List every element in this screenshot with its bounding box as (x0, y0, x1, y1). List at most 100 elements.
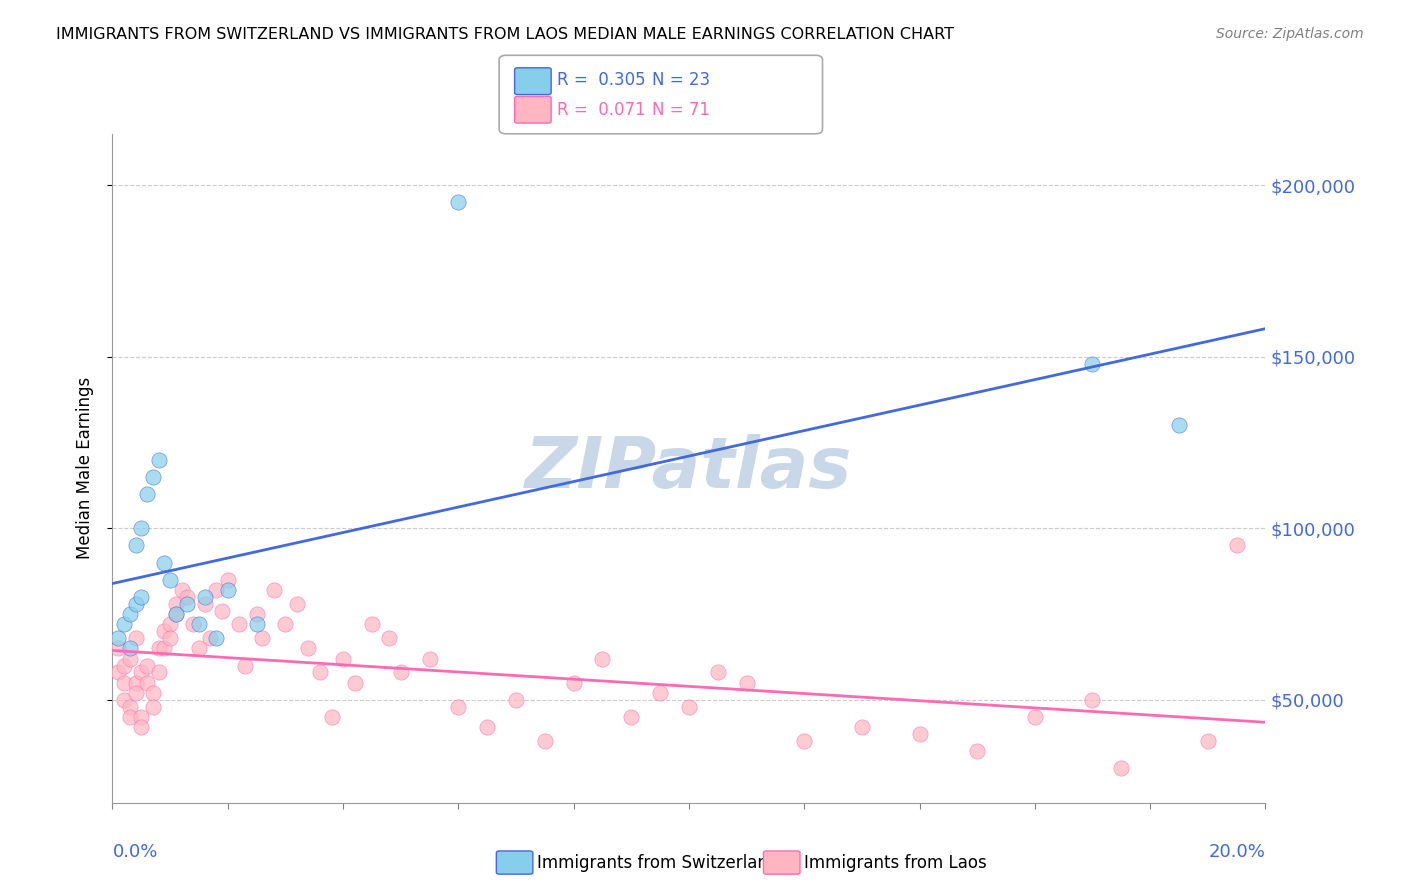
Point (148, 665, 170, 680)
Point (129, 710, 153, 724)
Point (129, 521, 153, 535)
Point (648, 686, 672, 700)
Point (159, 631, 181, 645)
Point (165, 607, 187, 621)
Point (205, 631, 228, 645)
Point (194, 590, 217, 604)
Point (112, 693, 135, 707)
Point (321, 710, 343, 724)
Point (245, 617, 267, 632)
Point (142, 686, 165, 700)
Point (124, 631, 146, 645)
Point (447, 699, 470, 714)
Point (263, 583, 285, 598)
Point (153, 624, 176, 639)
Point (118, 699, 141, 714)
Point (475, 720, 498, 734)
Point (165, 597, 187, 611)
Point (1081, 693, 1104, 707)
Point (153, 641, 176, 656)
Point (136, 675, 159, 690)
Point (112, 675, 135, 690)
Point (136, 658, 159, 673)
Point (908, 727, 931, 741)
Point (124, 686, 146, 700)
Point (136, 487, 159, 501)
Point (129, 720, 153, 734)
Point (706, 665, 728, 680)
Point (107, 665, 129, 680)
Point (332, 651, 354, 665)
Text: 0.0%: 0.0% (112, 843, 157, 861)
Point (129, 665, 153, 680)
Point (124, 539, 146, 553)
Text: Immigrants from Laos: Immigrants from Laos (804, 854, 987, 871)
Point (505, 693, 527, 707)
Point (297, 641, 319, 656)
Point (159, 617, 181, 632)
Point (274, 617, 297, 632)
Point (153, 556, 176, 570)
Point (107, 631, 129, 645)
Point (124, 597, 146, 611)
Point (228, 617, 250, 632)
Point (148, 452, 170, 467)
Point (360, 617, 382, 632)
Text: ZIPatlas: ZIPatlas (526, 434, 852, 503)
Point (129, 590, 153, 604)
Point (217, 573, 239, 587)
Point (447, 195, 470, 210)
Text: R =  0.305: R = 0.305 (557, 71, 645, 89)
Point (170, 583, 193, 598)
Point (285, 597, 308, 611)
Point (966, 744, 988, 758)
Point (793, 734, 815, 748)
Point (851, 720, 873, 734)
Point (592, 651, 614, 665)
Point (142, 470, 165, 484)
Point (678, 699, 700, 714)
Point (159, 573, 181, 587)
Text: IMMIGRANTS FROM SWITZERLAND VS IMMIGRANTS FROM LAOS MEDIAN MALE EARNINGS CORRELA: IMMIGRANTS FROM SWITZERLAND VS IMMIGRANT… (56, 27, 955, 42)
Text: N = 23: N = 23 (652, 71, 710, 89)
Point (735, 675, 758, 690)
Point (233, 658, 256, 673)
Point (252, 631, 274, 645)
Point (194, 597, 217, 611)
Point (1024, 710, 1046, 724)
Point (1081, 357, 1104, 371)
Text: Immigrants from Switzerland: Immigrants from Switzerland (537, 854, 779, 871)
Point (1197, 734, 1219, 748)
Point (378, 631, 401, 645)
Point (343, 675, 366, 690)
Point (181, 617, 204, 632)
Text: R =  0.071: R = 0.071 (557, 101, 645, 119)
Point (217, 583, 239, 598)
Point (309, 665, 332, 680)
Text: Source: ZipAtlas.com: Source: ZipAtlas.com (1216, 27, 1364, 41)
Point (1226, 539, 1249, 553)
Point (118, 607, 141, 621)
Point (142, 699, 165, 714)
Point (245, 607, 267, 621)
Point (389, 665, 412, 680)
Point (200, 631, 222, 645)
Point (112, 617, 135, 632)
Point (620, 710, 643, 724)
Text: 20.0%: 20.0% (1209, 843, 1265, 861)
Point (188, 641, 211, 656)
Point (533, 734, 555, 748)
Point (205, 583, 228, 598)
Point (107, 641, 129, 656)
Point (211, 604, 233, 618)
Point (176, 597, 198, 611)
Point (148, 641, 170, 656)
Point (118, 710, 141, 724)
Point (118, 651, 141, 665)
Point (176, 590, 198, 604)
Point (1111, 762, 1133, 776)
Text: N = 71: N = 71 (652, 101, 710, 119)
Point (165, 607, 187, 621)
Point (562, 675, 585, 690)
Point (188, 617, 211, 632)
